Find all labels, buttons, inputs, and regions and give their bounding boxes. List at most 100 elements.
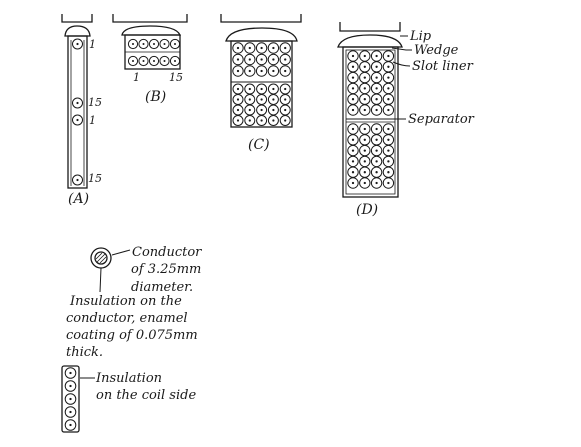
coil-side-conductor <box>64 419 77 431</box>
slot-b <box>112 14 188 70</box>
slot-d-conductor <box>347 155 359 168</box>
slot-c <box>220 14 302 128</box>
slot-d-conductor <box>370 177 383 189</box>
a-number-top-1: 1 <box>89 38 96 51</box>
slot-b-conductor <box>127 55 139 67</box>
slot-d-conductor <box>370 134 383 146</box>
slot-d-conductor <box>347 177 359 189</box>
slot-d-conductor <box>382 71 395 84</box>
conductor-note-line-1: Conductor <box>132 245 202 260</box>
slot-d-conductor <box>347 61 359 73</box>
slot-d-body <box>342 46 399 198</box>
coil-side-conductor <box>64 367 77 379</box>
conductor-leader <box>111 249 131 256</box>
conductor-note-line-2: of 3.25mm <box>131 262 201 277</box>
b-number-15: 15 <box>169 71 183 84</box>
slot-d-conductor <box>382 93 395 105</box>
coil-side-conductor <box>64 406 77 418</box>
slot-d-lip <box>339 22 401 32</box>
slot-d-conductor <box>359 71 371 84</box>
slot-d-conductor <box>370 155 383 168</box>
slot-b-conductor <box>148 38 160 50</box>
a-number-bot-15: 15 <box>88 172 102 185</box>
slot-c-conductor <box>255 42 268 54</box>
slot-c-wedge <box>225 27 298 42</box>
slot-b-conductor <box>138 38 149 50</box>
slot-d-conductor <box>359 134 371 146</box>
coil-side-conductor <box>64 380 77 392</box>
coil-note-line-1: Insulation <box>95 371 162 386</box>
slot-d-conductor <box>370 93 383 105</box>
slot-c-conductor <box>267 83 279 95</box>
slot-b-conductor <box>159 55 170 67</box>
slot-d-conductor <box>370 50 383 62</box>
slot-c-conductor <box>256 94 268 105</box>
slot-d-conductor <box>370 71 383 84</box>
slot-c-conductor <box>232 83 244 95</box>
labels: 1 15 1 15 (A) 1 15 (B) (C) (D) Lip Wedge… <box>66 29 475 403</box>
slot-d-leaders <box>391 35 412 120</box>
slot-c-conductor <box>244 115 256 126</box>
slot-b-conductors <box>127 38 181 67</box>
slot-c-conductor <box>244 83 256 95</box>
insulation-leader <box>99 267 102 293</box>
slot-d-conductor <box>370 104 383 116</box>
slot-c-conductors <box>232 42 291 126</box>
coil-side-detail <box>61 365 95 433</box>
slot-c-conductor <box>256 115 268 126</box>
slot-c-conductor <box>232 115 244 126</box>
slot-d-conductor <box>347 166 359 178</box>
slot-c-conductor <box>232 65 244 77</box>
label-c: (C) <box>248 137 270 153</box>
slot-c-conductor <box>232 94 244 105</box>
coil-side-conductors <box>64 367 77 431</box>
coil-side-insulation <box>61 365 80 433</box>
slot-b-lip <box>112 14 188 23</box>
slot-d-conductor <box>382 144 395 157</box>
slot-c-conductor <box>232 42 244 54</box>
slot-b-conductor <box>127 38 139 50</box>
slot-d-conductor <box>382 123 395 135</box>
slot-a-lip <box>61 14 93 23</box>
slot-a <box>61 14 93 189</box>
slot-d-conductor <box>359 93 371 105</box>
slot-c-conductor <box>244 65 256 77</box>
b-number-1: 1 <box>133 71 140 84</box>
slot-c-conductor <box>279 115 291 126</box>
slot-c-conductor <box>255 65 268 77</box>
slot-d-conductor <box>382 177 395 189</box>
slot-d-conductor <box>347 82 359 95</box>
slot-c-conductor <box>255 53 268 66</box>
slot-d-conductor <box>359 50 371 62</box>
slot-b-conductor <box>148 55 160 67</box>
slot-d-conductor <box>382 166 395 178</box>
slot-d-conductor <box>370 61 383 73</box>
slot-d-conductor <box>382 50 395 62</box>
label-slot-liner: Slot liner <box>412 59 474 74</box>
slot-d-conductor <box>359 144 371 157</box>
slot-c-conductor <box>279 104 291 116</box>
slot-d-conductor <box>370 123 383 135</box>
slot-a-conductor <box>72 174 83 186</box>
slot-d-conductor <box>370 82 383 95</box>
slot-d-conductor <box>347 123 359 135</box>
slot-c-conductor <box>279 42 291 54</box>
label-wedge: Wedge <box>414 43 459 58</box>
slot-c-conductor <box>244 42 256 54</box>
slot-d-conductor <box>359 61 371 73</box>
slot-c-conductor <box>232 104 244 116</box>
insulation-note-line-3: coating of 0.075mm <box>66 328 198 343</box>
slot-d-conductor <box>347 104 359 116</box>
slot-d-conductor <box>347 71 359 84</box>
slot-c-conductor <box>267 94 279 105</box>
slot-c-conductor <box>244 94 256 105</box>
slot-c-conductor <box>279 94 291 105</box>
slot-d-conductor <box>370 144 383 157</box>
slot-c-conductor <box>232 53 244 66</box>
slot-c-conductor <box>279 83 291 95</box>
slot-c-conductor <box>267 65 280 77</box>
slot-d-conductor <box>359 177 371 189</box>
conductor-note-line-3: diameter. <box>131 280 193 295</box>
insulation-note-line-1: Insulation on the <box>69 294 182 309</box>
